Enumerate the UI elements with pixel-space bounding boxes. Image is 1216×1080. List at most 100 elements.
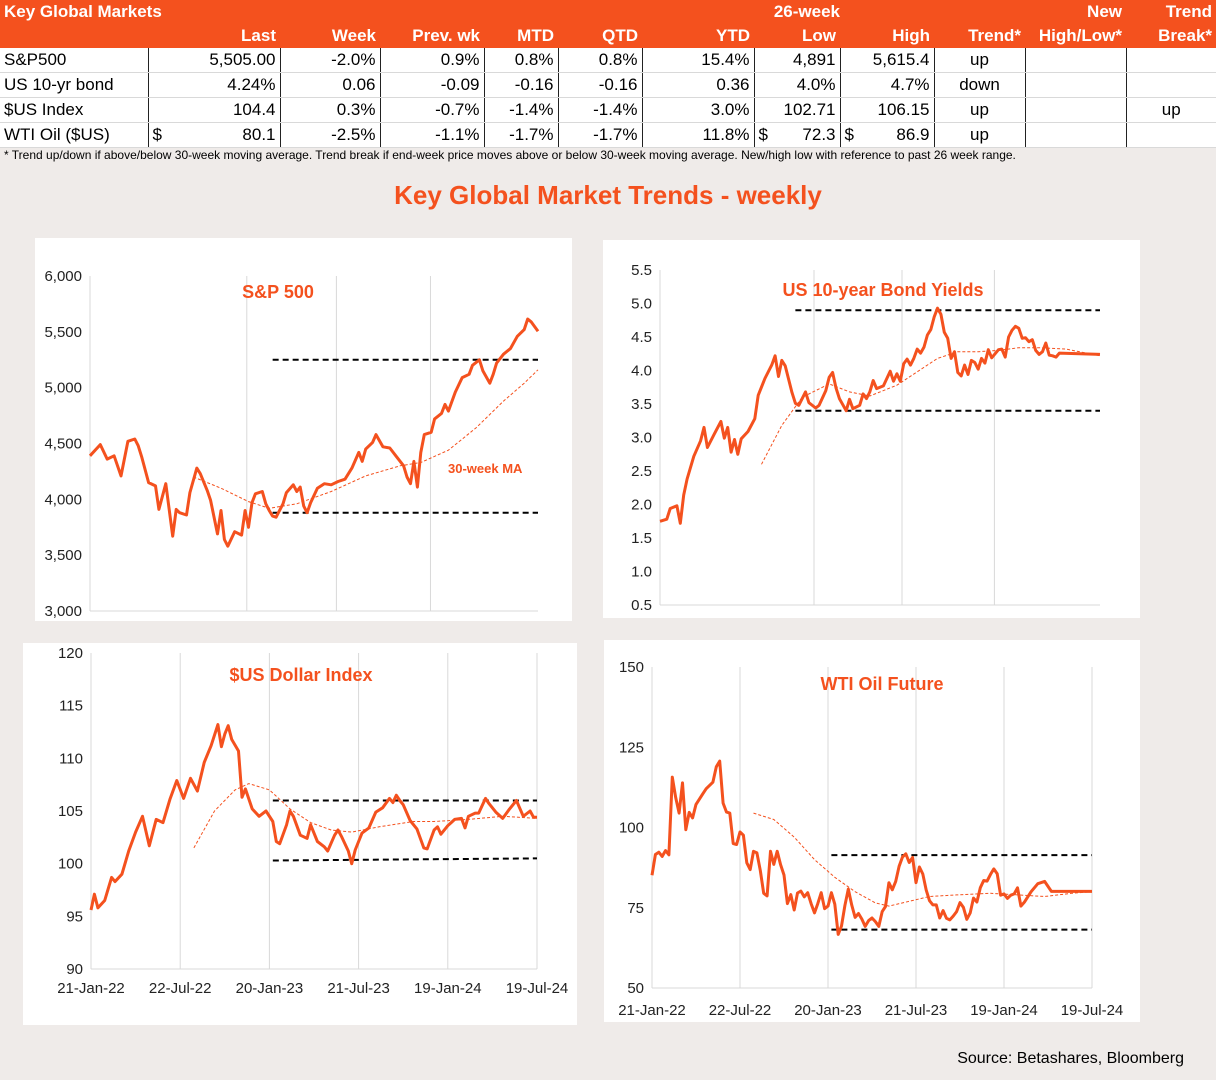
chart-title: US 10-year Bond Yields [782,280,983,300]
y-tick-label: 0.5 [631,597,652,614]
y-tick-label: 3.5 [631,396,652,413]
cell-low: 4,891 [776,48,840,73]
cell-prev: -0.09 [379,72,484,98]
x-tick-label: 21-Jan-22 [57,980,125,997]
cell-qtd: -1.7% [557,122,642,148]
header-week: Week [280,24,380,48]
cell-high: 86.9 [862,122,935,148]
y-tick-label: 110 [59,750,83,767]
table-header-row-1: Key Global Markets 26-week New Trend [0,0,1216,24]
y-tick-label: 4,500 [44,436,82,453]
cell-last: 104.4 [170,97,280,123]
cell-mtd: -0.16 [483,72,558,98]
y-tick-label: 115 [59,698,83,715]
cell-last: 80.1 [170,122,280,148]
key-markets-table: Key Global Markets 26-week New Trend Las… [0,0,1216,148]
x-tick-label: 22-Jul-22 [149,980,212,997]
cell-high: 4.7% [862,72,935,98]
moving-average-line [193,369,539,509]
y-tick-label: 150 [619,659,644,676]
table-title: Key Global Markets [0,0,162,24]
cell-new-high-low [1024,122,1127,148]
cell-trend: up [933,48,1026,73]
cell-high: 106.15 [862,97,935,123]
table-row: US 10-yr bond 4.24% 0.06 -0.09 -0.16 -0.… [0,72,1216,98]
y-tick-label: 50 [627,980,644,997]
cell-mtd: 0.8% [483,48,558,73]
cell-low: 102.71 [776,97,840,123]
cell-last-currency: $ [147,122,170,148]
chart-title: WTI Oil Future [821,674,944,694]
cell-ytd: 3.0% [641,97,754,123]
cell-trend-break [1125,122,1216,148]
cell-high: 5,615.4 [862,48,935,73]
y-tick-label: 4.5 [631,329,652,346]
cell-low: 72.3 [776,122,840,148]
chart-title: $US Dollar Index [229,665,372,685]
chart-panel-sp500: 3,000 3,500 4,000 4,500 5,000 5,500 6,000 S&P 5… [35,238,572,621]
y-tick-label: 5,500 [44,324,82,341]
x-tick-label: 19-Jul-24 [1061,1002,1124,1019]
x-tick-label: 21-Jul-23 [885,1002,948,1019]
cell-trend-break: up [1125,97,1216,123]
chart-title: S&P 500 [242,282,314,302]
price-series-line [88,317,540,548]
cell-low-currency [753,97,776,123]
header-ytd: YTD [642,24,754,48]
y-tick-label: 2.5 [631,463,652,480]
chart-us10y: 0.5 1.0 1.5 2.0 2.5 3.0 3.5 4.0 4.5 5.0 5.5 US 10-y… [631,262,1101,614]
header-trend-top: Trend [1126,0,1216,24]
y-tick-label: 100 [58,856,83,873]
row-name: US 10-yr bond [0,72,148,98]
price-series-line [659,306,1101,525]
y-tick-label: 95 [66,908,83,925]
cell-qtd: -0.16 [557,72,642,98]
x-tick-label: 19-Jan-24 [970,1002,1038,1019]
x-tick-label: 19-Jan-24 [414,980,482,997]
cell-qtd: 0.8% [557,48,642,73]
header-prev: Prev. wk [380,24,484,48]
cell-low-currency: $ [753,122,776,148]
row-name: WTI Oil ($US) [0,122,148,148]
cell-high-currency [839,97,863,123]
y-tick-label: 120 [58,645,83,662]
chart-wti: 50 75 100 125 150 21-Jan-22 22-Jul-22 20-Jan-23… [618,659,1124,1019]
cell-ytd: 15.4% [641,48,754,73]
y-tick-label: 3,000 [44,603,82,620]
header-mtd: MTD [484,24,558,48]
cell-last: 4.24% [170,72,280,98]
y-tick-label: 4.0 [631,363,652,380]
y-tick-label: 100 [619,820,644,837]
chart-panel-wti: 50 75 100 125 150 21-Jan-22 22-Jul-22 20-Jan-23… [604,640,1140,1022]
cell-trend: up [933,122,1026,148]
cell-last-currency [147,72,170,98]
cell-trend: up [933,97,1026,123]
cell-last-currency [147,97,170,123]
cell-trend: down [933,72,1026,98]
header-trend-break: Break* [1126,24,1216,48]
main-title: Key Global Market Trends - weekly [394,180,822,210]
cell-ytd: 0.36 [641,72,754,98]
cell-prev: 0.9% [379,48,484,73]
cell-trend-break [1125,48,1216,73]
y-tick-label: 105 [58,803,83,820]
x-tick-label: 21-Jul-23 [327,980,390,997]
cell-new-high-low [1024,48,1127,73]
y-tick-label: 125 [619,739,644,756]
header-trend: Trend* [934,24,1026,48]
cell-qtd: -1.4% [557,97,642,123]
y-tick-label: 1.0 [631,564,652,581]
table-row: WTI Oil ($US) $ 80.1 -2.5% -1.1% -1.7% -… [0,122,1216,148]
x-tick-label: 20-Jan-23 [794,1002,862,1019]
header-last: Last [148,24,280,48]
cell-new-high-low [1024,97,1127,123]
cell-trend-break [1125,72,1216,98]
cell-low-currency [753,48,776,73]
table-row: S&P500 5,505.00 -2.0% 0.9% 0.8% 0.8% 15.… [0,48,1216,73]
cell-high-currency: $ [839,122,863,148]
header-26week: 26-week [754,0,863,24]
ma-annotation: 30-week MA [448,461,523,476]
cell-week: -2.5% [279,122,380,148]
header-newhl: High/Low* [1025,24,1127,48]
y-tick-label: 4,000 [44,491,82,508]
